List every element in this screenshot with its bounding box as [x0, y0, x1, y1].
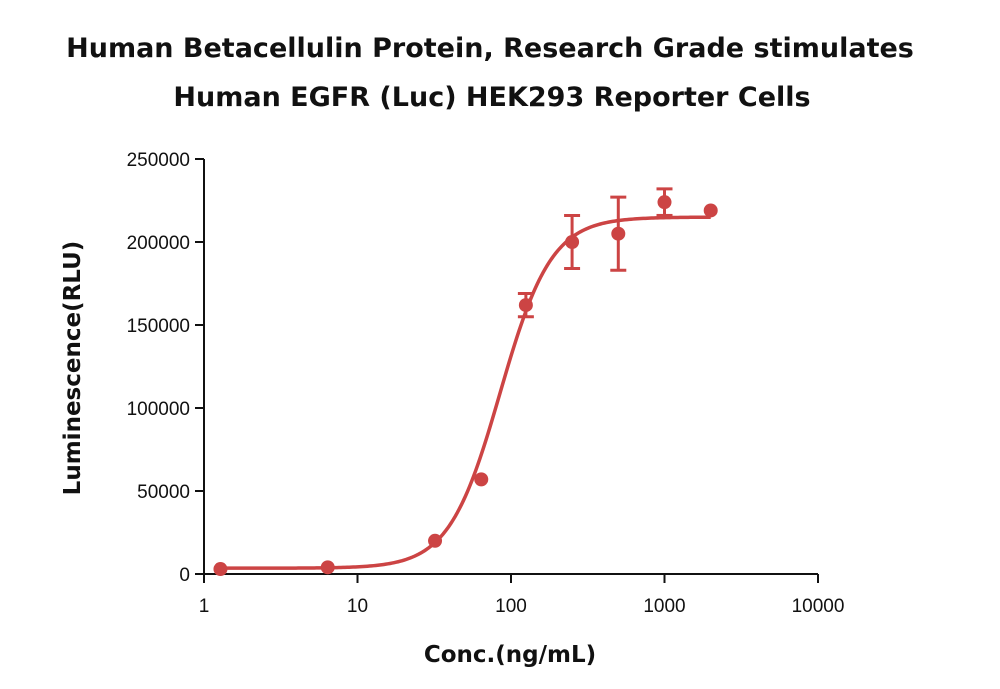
data-point: [474, 472, 489, 487]
y-tick-label: 100000: [127, 399, 190, 420]
data-point: [657, 195, 672, 210]
y-tick-label: 0: [179, 565, 190, 586]
y-axis: 0 50000 100000 150000 200000 250000: [127, 150, 205, 586]
data-point: [320, 560, 335, 575]
x-tick-label: 10000: [792, 596, 845, 617]
series-layer: [213, 187, 718, 577]
y-tick-label: 50000: [137, 482, 190, 503]
data-point: [213, 562, 228, 577]
chart-title-line-2: Human EGFR (Luc) HEK293 Reporter Cells: [173, 82, 810, 113]
data-point: [518, 298, 533, 313]
data-point: [611, 226, 626, 241]
y-tick-label: 150000: [127, 316, 190, 337]
x-tick-label: 1: [199, 596, 210, 617]
y-tick-label: 250000: [127, 150, 190, 171]
chart-title-line-1: Human Betacellulin Protein, Research Gra…: [66, 33, 914, 64]
x-axis-label: Conc.(ng/mL): [424, 642, 596, 668]
x-tick-label: 10: [347, 596, 368, 617]
y-axis-label: Luminescence(RLU): [60, 241, 86, 496]
data-point: [703, 203, 718, 218]
x-tick-label: 100: [495, 596, 527, 617]
data-point: [428, 533, 443, 548]
data-point: [565, 235, 580, 249]
y-tick-label: 200000: [127, 233, 190, 254]
x-axis: 1 10 100 1000 10000: [199, 573, 845, 617]
x-tick-label: 1000: [643, 596, 685, 617]
fit-curve: [220, 215, 711, 570]
